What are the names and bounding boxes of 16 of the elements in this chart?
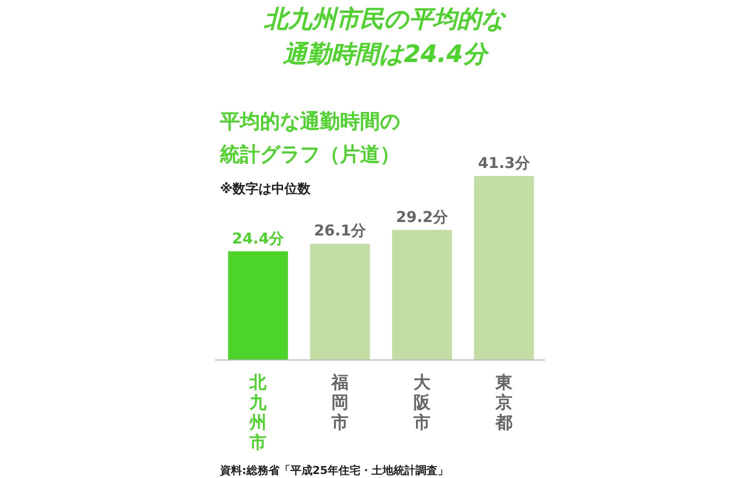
- x-tick-label: 東京都: [494, 373, 514, 433]
- x-tick-label: 大阪市: [412, 373, 432, 433]
- chart-subtitle: 平均的な通勤時間の統計グラフ（片道）: [219, 109, 400, 166]
- data-label: 24.4分: [232, 229, 286, 248]
- chart-title: 北九州市民の平均的な通勤時間は24.4分: [263, 5, 507, 68]
- bar: [228, 251, 288, 360]
- data-label: 29.2分: [396, 208, 449, 226]
- data-label: 41.3分: [478, 154, 531, 172]
- data-label: 26.1分: [314, 222, 368, 240]
- x-tick-label: 北九州市: [248, 373, 268, 453]
- bar: [392, 230, 452, 360]
- text: 資料:総務省「平成25年住宅・土地統計調査」: [219, 464, 449, 477]
- x-tick-label: 福岡市: [330, 373, 349, 433]
- bar: [474, 176, 534, 360]
- annotation: ※数字は中位数: [220, 181, 312, 197]
- bar: [310, 244, 370, 360]
